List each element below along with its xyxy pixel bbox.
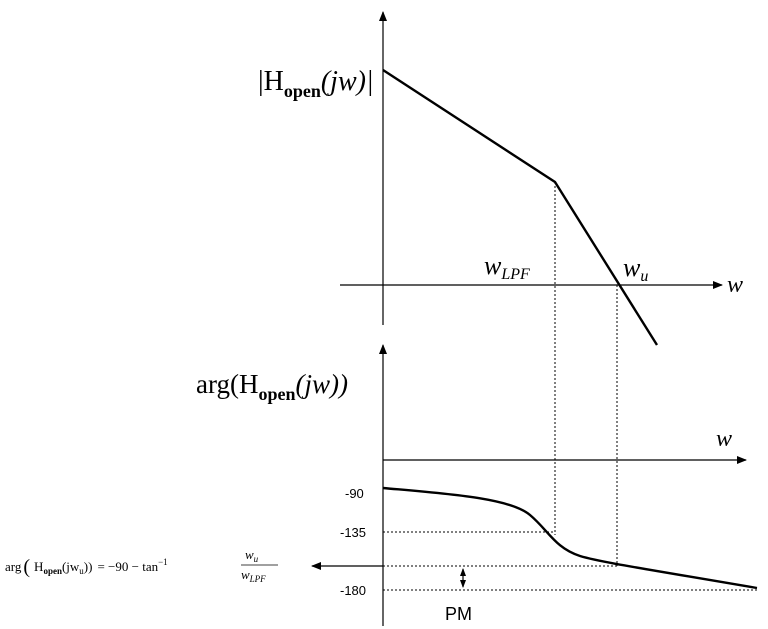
phase-y-label: arg(Hopen(jw)) [196,369,348,404]
text: u [254,554,259,564]
phase-curve [382,486,758,590]
text: LPF [500,266,530,283]
tick-label: -90 [345,486,364,501]
text: arg(H [196,369,258,399]
text: u [640,268,648,285]
text: (jw)) [296,369,348,399]
text: open [284,81,321,101]
break-label: wLPF [484,251,530,283]
text: w [623,253,641,282]
tick-label: -180 [340,583,366,598]
text: w [484,251,502,280]
pm-label: PM [445,604,472,624]
tick-label: -135 [340,525,366,540]
phase-x-label: w [716,426,732,452]
formula: arg( Hopen(jwu)) = −90 − tan−1 [5,556,168,578]
formula-numerator: wu [245,547,259,564]
text: w [241,567,250,582]
text: open [43,566,62,576]
mag-y-label: |Hopen(jw)| [258,66,374,101]
mag-x-label: w [727,272,743,298]
text: arg [5,559,22,574]
text: |H [258,66,284,97]
text: )) [84,559,93,574]
text: open [258,384,295,404]
text: (jw [62,559,80,574]
text: LPF [249,574,267,584]
text: H [34,559,43,574]
crossover-label: wu [623,253,648,285]
text: ( [23,556,30,578]
text: −1 [158,557,168,567]
text: u [79,566,84,576]
formula-denominator: wLPF [241,567,266,584]
text: w [245,547,254,562]
text: = −90 − tan [97,559,158,574]
text: (jw)| [321,66,374,97]
magnitude-curve [382,68,659,346]
